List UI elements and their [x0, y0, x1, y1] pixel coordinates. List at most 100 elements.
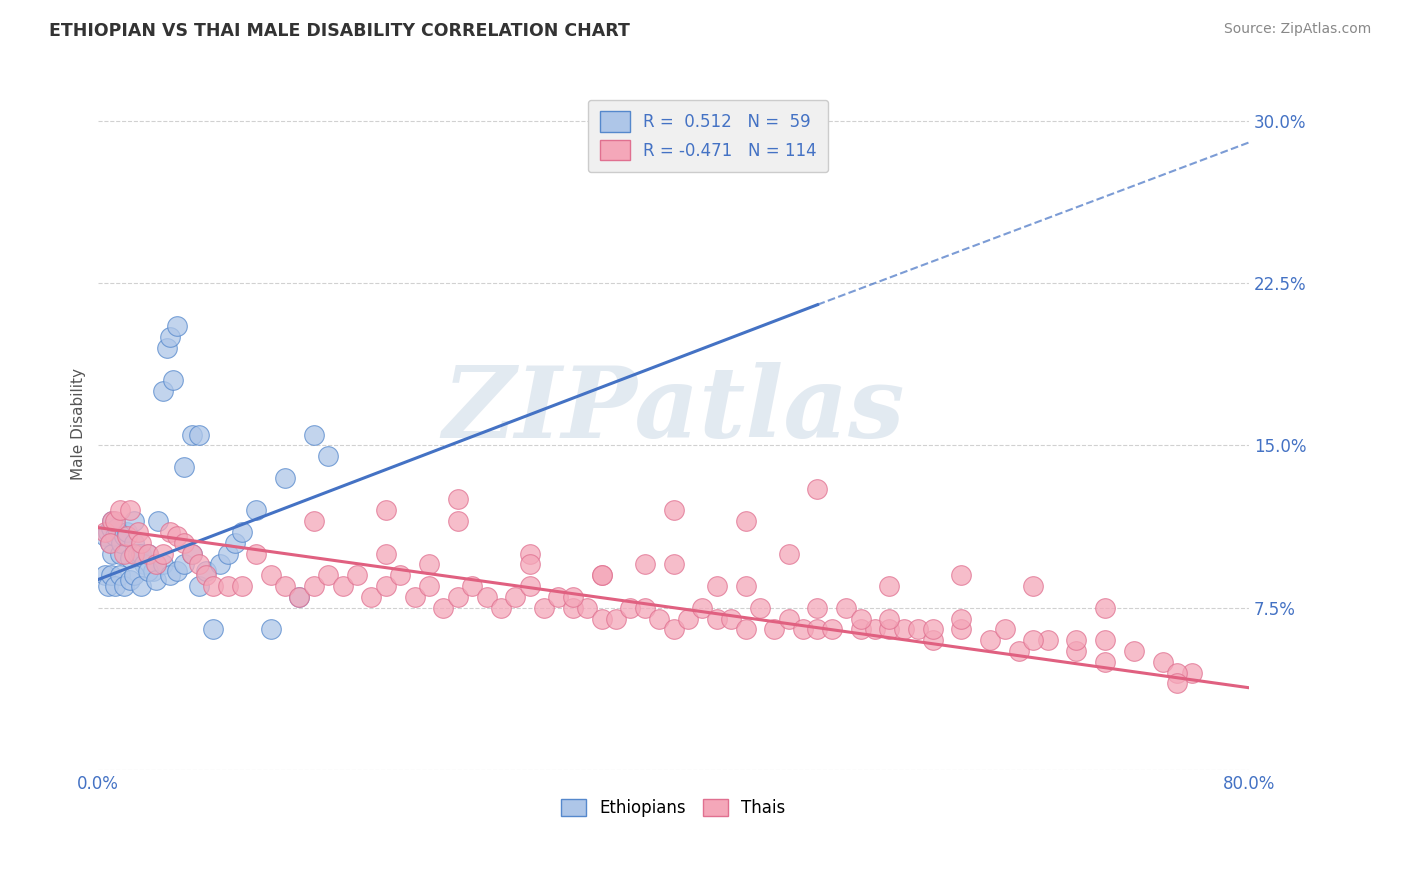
Point: [302, 427, 325, 442]
Point: [187, 427, 209, 442]
Point: [619, 600, 641, 615]
Point: [404, 590, 426, 604]
Point: [166, 319, 188, 334]
Point: [209, 558, 232, 572]
Point: [360, 590, 382, 604]
Point: [662, 558, 685, 572]
Point: [129, 579, 152, 593]
Point: [1066, 644, 1088, 658]
Point: [950, 611, 973, 625]
Point: [108, 547, 131, 561]
Point: [907, 623, 929, 637]
Point: [138, 547, 160, 561]
Point: [374, 503, 396, 517]
Point: [97, 579, 120, 593]
Point: [806, 623, 828, 637]
Point: [288, 590, 311, 604]
Point: [1022, 579, 1045, 593]
Point: [152, 384, 174, 399]
Point: [94, 529, 117, 543]
Point: [194, 564, 217, 578]
Point: [231, 579, 253, 593]
Point: [821, 623, 844, 637]
Point: [104, 529, 127, 543]
Point: [115, 529, 138, 543]
Point: [245, 547, 267, 561]
Point: [806, 600, 828, 615]
Point: [173, 535, 195, 549]
Point: [162, 373, 184, 387]
Point: [187, 558, 209, 572]
Point: [245, 503, 267, 517]
Point: [100, 568, 122, 582]
Point: [692, 600, 714, 615]
Point: [194, 568, 217, 582]
Text: ZIPatlas: ZIPatlas: [443, 361, 905, 458]
Point: [122, 535, 145, 549]
Point: [591, 568, 613, 582]
Point: [634, 558, 657, 572]
Point: [138, 564, 160, 578]
Point: [806, 482, 828, 496]
Point: [94, 568, 117, 582]
Point: [662, 623, 685, 637]
Point: [100, 520, 122, 534]
Point: [231, 524, 253, 539]
Point: [734, 579, 756, 593]
Legend: Ethiopians, Thais: Ethiopians, Thais: [555, 792, 793, 824]
Point: [591, 568, 613, 582]
Point: [346, 568, 368, 582]
Point: [792, 623, 814, 637]
Point: [127, 524, 149, 539]
Point: [662, 503, 685, 517]
Point: [533, 600, 555, 615]
Point: [152, 558, 174, 572]
Point: [734, 623, 756, 637]
Point: [706, 611, 728, 625]
Point: [104, 579, 127, 593]
Point: [778, 611, 800, 625]
Point: [112, 547, 135, 561]
Point: [152, 547, 174, 561]
Point: [561, 600, 583, 615]
Point: [332, 579, 354, 593]
Point: [173, 558, 195, 572]
Point: [835, 600, 858, 615]
Point: [489, 600, 512, 615]
Point: [879, 579, 901, 593]
Point: [576, 600, 599, 615]
Point: [127, 547, 149, 561]
Point: [475, 590, 498, 604]
Point: [1094, 633, 1116, 648]
Point: [1022, 633, 1045, 648]
Point: [1152, 655, 1174, 669]
Point: [98, 535, 121, 549]
Point: [706, 579, 728, 593]
Point: [202, 623, 225, 637]
Point: [879, 611, 901, 625]
Point: [159, 524, 181, 539]
Point: [122, 514, 145, 528]
Point: [118, 550, 141, 565]
Point: [519, 558, 541, 572]
Text: ETHIOPIAN VS THAI MALE DISABILITY CORRELATION CHART: ETHIOPIAN VS THAI MALE DISABILITY CORREL…: [49, 22, 630, 40]
Point: [1066, 633, 1088, 648]
Point: [101, 514, 124, 528]
Point: [863, 623, 886, 637]
Point: [1036, 633, 1059, 648]
Point: [145, 558, 167, 572]
Point: [591, 611, 613, 625]
Point: [159, 568, 181, 582]
Point: [879, 623, 901, 637]
Point: [316, 449, 339, 463]
Point: [173, 460, 195, 475]
Point: [734, 514, 756, 528]
Point: [1094, 600, 1116, 615]
Point: [138, 547, 160, 561]
Point: [112, 579, 135, 593]
Point: [389, 568, 412, 582]
Point: [648, 611, 671, 625]
Point: [101, 514, 124, 528]
Point: [950, 623, 973, 637]
Point: [893, 623, 915, 637]
